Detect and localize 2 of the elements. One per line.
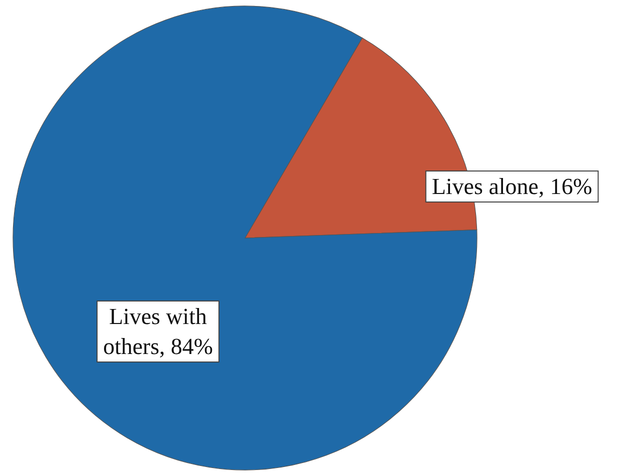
slice-label: Lives alone, 16%	[432, 174, 592, 199]
slice-label: Lives with others, 84%	[103, 304, 213, 359]
